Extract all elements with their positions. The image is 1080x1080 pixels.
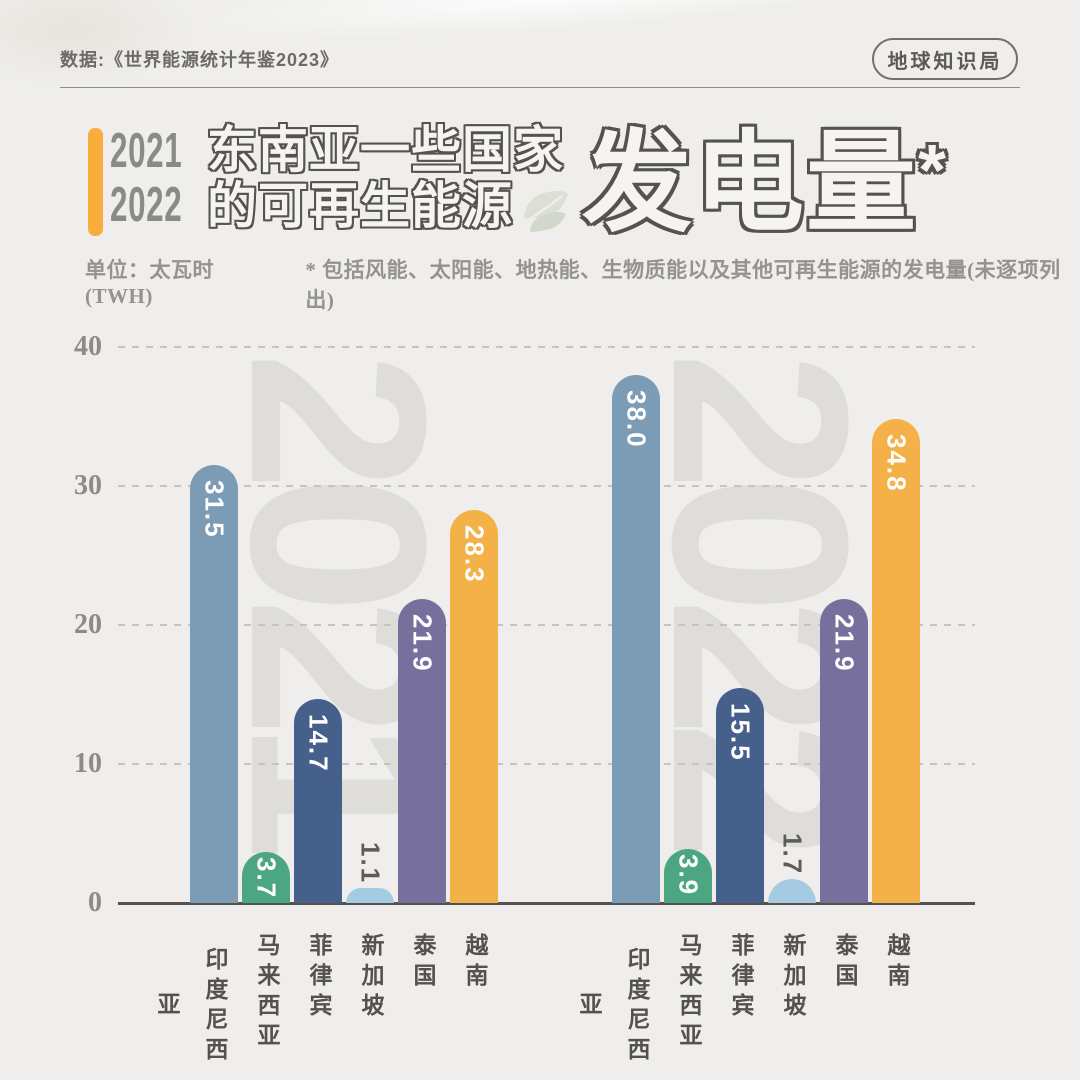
bar-value-label: 3.9: [673, 854, 704, 897]
x-axis-label-印度尼西亚: 印度尼西亚: [154, 946, 227, 1067]
bar-2022-印度尼西亚: 38.0: [612, 375, 660, 903]
title-years: 2021 2022: [110, 124, 182, 232]
bar-2021-新加坡: [346, 888, 394, 903]
y-axis-tick-label: 10: [74, 748, 102, 779]
bar-value-label: 15.5: [725, 703, 756, 762]
x-axis-baseline: [118, 902, 975, 905]
bar-2021-菲律宾: 14.7: [294, 699, 342, 903]
x-axis-label-越南: 越南: [462, 933, 487, 993]
y-axis-tick-label: 40: [74, 331, 102, 362]
gridline-20: [118, 624, 975, 626]
bar-value-label: 14.7: [303, 714, 334, 773]
x-axis-label-泰国: 泰国: [410, 933, 435, 993]
subtitle: 单位：太瓦时(TWH) * 包括风能、太阳能、地热能、生物质能以及其他可再生能源…: [85, 254, 1080, 314]
bar-value-label: 1.7: [768, 815, 816, 875]
y-axis-tick-label: 0: [88, 887, 102, 918]
bar-2021-泰国: 21.9: [398, 599, 446, 903]
x-axis-label-新加坡: 新加坡: [358, 933, 383, 1023]
bar-value-label: 28.3: [459, 525, 490, 584]
x-axis-label-新加坡: 新加坡: [780, 933, 805, 1023]
x-axis-label-马来西亚: 马来西亚: [254, 933, 279, 1053]
title-year-2021: 2021: [110, 124, 183, 178]
bar-2022-马来西亚: 3.9: [664, 849, 712, 903]
main-title-text: 发电量: [582, 122, 918, 245]
paper-texture: [0, 0, 200, 90]
title-line-1: 东南亚一些国家: [207, 122, 564, 178]
x-axis-label-马来西亚: 马来西亚: [676, 933, 701, 1053]
title-accent-bar: [88, 128, 103, 236]
x-axis-label-印度尼西亚: 印度尼西亚: [576, 946, 649, 1067]
logo-badge: 地球知识局: [872, 38, 1018, 80]
y-axis-tick-label: 20: [74, 609, 102, 640]
bar-2022-泰国: 21.9: [820, 599, 868, 903]
x-axis-label-泰国: 泰国: [832, 933, 857, 993]
bar-2021-马来西亚: 3.7: [242, 852, 290, 903]
main-title: 发电量*: [582, 112, 946, 243]
bar-value-label: 21.9: [407, 614, 438, 673]
footnote: * 包括风能、太阳能、地热能、生物质能以及其他可再生能源的发电量(未逐项列出): [305, 258, 1061, 312]
page-title: 东南亚一些国家 的可再生能源: [207, 122, 564, 234]
bar-value-label: 34.8: [881, 434, 912, 493]
bar-value-label: 3.7: [251, 857, 282, 900]
bar-value-label: 21.9: [829, 614, 860, 673]
gridline-40: [118, 346, 975, 348]
bar-value-label: 38.0: [621, 390, 652, 449]
gridline-10: [118, 763, 975, 765]
x-axis-label-越南: 越南: [884, 933, 909, 993]
bar-2022-菲律宾: 15.5: [716, 688, 764, 903]
leaf-icon: [524, 190, 568, 232]
bar-chart: 2021 2022 0 10 20 30 40 31.5 印度尼西亚 3.7 马来西亚 14.7 菲律宾…: [0, 330, 1080, 1080]
asterisk: *: [918, 131, 947, 211]
x-axis-label-菲律宾: 菲律宾: [728, 933, 753, 1023]
title-line-2: 的可再生能源: [207, 178, 513, 234]
bar-2021-印度尼西亚: 31.5: [190, 465, 238, 903]
data-source-label: 数据:《世界能源统计年鉴2023》: [60, 50, 340, 70]
header-divider: [60, 87, 1020, 88]
bar-2021-越南: 28.3: [450, 510, 498, 903]
bar-2022-越南: 34.8: [872, 419, 920, 903]
unit-label: 单位：太瓦时(TWH): [85, 258, 214, 308]
y-axis-tick-label: 30: [74, 470, 102, 501]
bar-value-label: 31.5: [199, 480, 230, 539]
bar-value-text: 1.7: [777, 832, 808, 875]
x-axis-label-菲律宾: 菲律宾: [306, 933, 331, 1023]
bar-value-text: 1.1: [355, 841, 386, 884]
title-year-2022: 2022: [110, 178, 183, 232]
bar-value-label: 1.1: [346, 824, 394, 884]
gridline-30: [118, 485, 975, 487]
